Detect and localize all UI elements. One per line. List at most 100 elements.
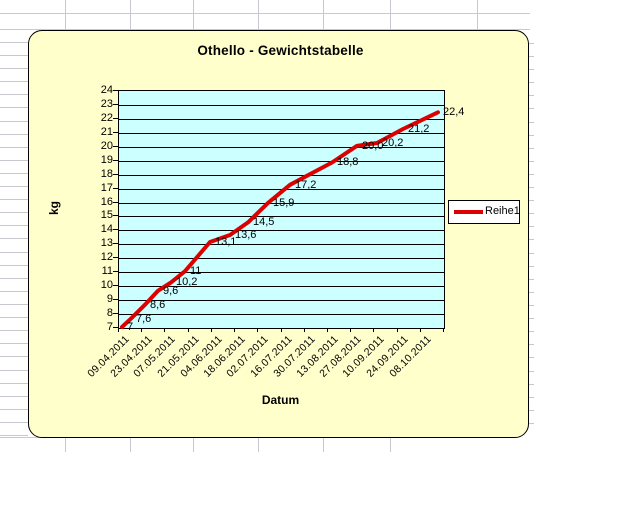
y-axis-tick — [113, 90, 118, 91]
x-axis-tick — [210, 328, 212, 332]
y-axis-tick — [113, 173, 118, 175]
data-label: 21,2 — [408, 123, 430, 136]
sheet-gridline — [0, 422, 28, 423]
legend-series-label: Reihe1 — [485, 205, 520, 217]
sheet-gridline — [0, 317, 28, 318]
sheet-gridline — [0, 42, 28, 43]
data-label: 8,6 — [150, 298, 166, 311]
y-axis-title: kg — [47, 201, 61, 216]
sheet-gridline — [527, 174, 534, 175]
sheet-gridline — [527, 122, 534, 123]
data-label: 22,4 — [443, 106, 465, 119]
y-axis-tick-label: 24 — [100, 84, 113, 96]
sheet-gridline — [0, 81, 28, 82]
sheet-gridline — [0, 160, 28, 161]
y-axis-tick-label: 22 — [100, 111, 113, 124]
plot-area[interactable] — [118, 90, 445, 329]
y-axis-tick-label: 14 — [100, 223, 113, 236]
data-label: 15,9 — [273, 196, 295, 209]
y-axis-tick — [113, 145, 118, 147]
sheet-gridline — [0, 278, 28, 279]
y-axis-tick — [113, 285, 118, 287]
sheet-gridline — [0, 13, 530, 14]
sheet-gridline — [527, 357, 534, 358]
sheet-gridline — [527, 187, 534, 188]
sheet-gridline — [0, 238, 28, 239]
y-axis-tick-label: 21 — [100, 125, 113, 138]
data-label: 7 — [127, 321, 134, 333]
y-axis-tick — [113, 229, 118, 231]
series-line-reihe1[interactable] — [120, 110, 440, 329]
plot-gridline — [119, 146, 444, 148]
y-axis-tick-label: 19 — [100, 153, 113, 166]
sheet-gridline — [527, 82, 534, 83]
x-axis-tick — [419, 328, 421, 332]
y-axis-tick-label: 23 — [100, 97, 113, 110]
plot-gridline — [119, 104, 444, 106]
legend-line-swatch — [454, 210, 483, 214]
y-axis-tick — [113, 187, 118, 189]
series-line-layer — [120, 110, 440, 329]
sheet-gridline — [0, 134, 28, 135]
sheet-gridline — [258, 0, 259, 29]
sheet-gridline — [323, 0, 324, 29]
x-axis-tick — [141, 328, 143, 332]
y-axis-tick-label: 12 — [100, 251, 113, 264]
sheet-gridline — [0, 199, 28, 200]
plot-gridline — [119, 230, 444, 232]
sheet-gridline — [0, 107, 28, 108]
y-axis-tick-label: 15 — [100, 209, 113, 222]
sheet-gridline — [0, 55, 28, 56]
sheet-gridline — [0, 304, 28, 305]
y-axis-tick — [113, 313, 118, 315]
plot-gridline — [119, 160, 444, 162]
x-axis-tick — [118, 328, 119, 332]
y-axis-tick — [113, 201, 118, 203]
sheet-gridline — [193, 0, 194, 29]
sheet-gridline — [0, 29, 530, 30]
sheet-gridline — [390, 0, 391, 29]
x-axis-tick — [164, 328, 166, 332]
sheet-gridline — [527, 213, 534, 214]
sheet-gridline — [0, 252, 28, 253]
sheet-gridline — [0, 94, 28, 95]
sheet-gridline — [258, 437, 259, 452]
sheet-gridline — [527, 266, 534, 267]
data-label: 9,6 — [163, 284, 179, 297]
y-axis-tick — [113, 243, 118, 245]
legend[interactable]: Reihe1 — [448, 200, 520, 224]
sheet-gridline — [0, 68, 28, 69]
sheet-gridline — [527, 344, 534, 345]
sheet-gridline — [527, 148, 534, 149]
plot-gridline — [119, 314, 444, 316]
sheet-gridline — [130, 0, 131, 29]
data-label: 17,2 — [295, 178, 317, 191]
x-axis-tick — [326, 328, 328, 332]
y-axis-tick — [113, 299, 118, 301]
data-label: 20,0 — [362, 139, 384, 152]
data-label: 18,8 — [337, 156, 359, 169]
y-axis-tick — [113, 327, 118, 328]
y-axis-tick-label: 11 — [101, 265, 113, 278]
data-label: 11 — [190, 265, 202, 278]
chart-area[interactable]: Othello - Gewichtstabelle kg Datum 7 8 9 10… — [28, 30, 529, 438]
sheet-gridline — [130, 437, 131, 452]
data-label: 14,5 — [253, 216, 275, 229]
sheet-gridline — [527, 108, 534, 109]
sheet-gridline — [527, 423, 534, 424]
x-axis-tick — [443, 328, 444, 332]
sheet-gridline — [527, 410, 534, 411]
sheet-gridline — [477, 0, 478, 29]
plot-gridline — [119, 258, 444, 260]
x-axis-tick — [373, 328, 375, 332]
y-axis-tick-label: 10 — [100, 279, 113, 292]
x-axis-title: Datum — [261, 393, 300, 407]
x-axis-tick — [187, 328, 189, 332]
sheet-gridline — [527, 239, 534, 240]
sheet-gridline — [527, 397, 534, 398]
sheet-gridline — [0, 343, 28, 344]
sheet-gridline — [0, 225, 28, 226]
y-axis-tick — [113, 271, 118, 273]
y-axis-tick-label: 8 — [106, 307, 113, 320]
